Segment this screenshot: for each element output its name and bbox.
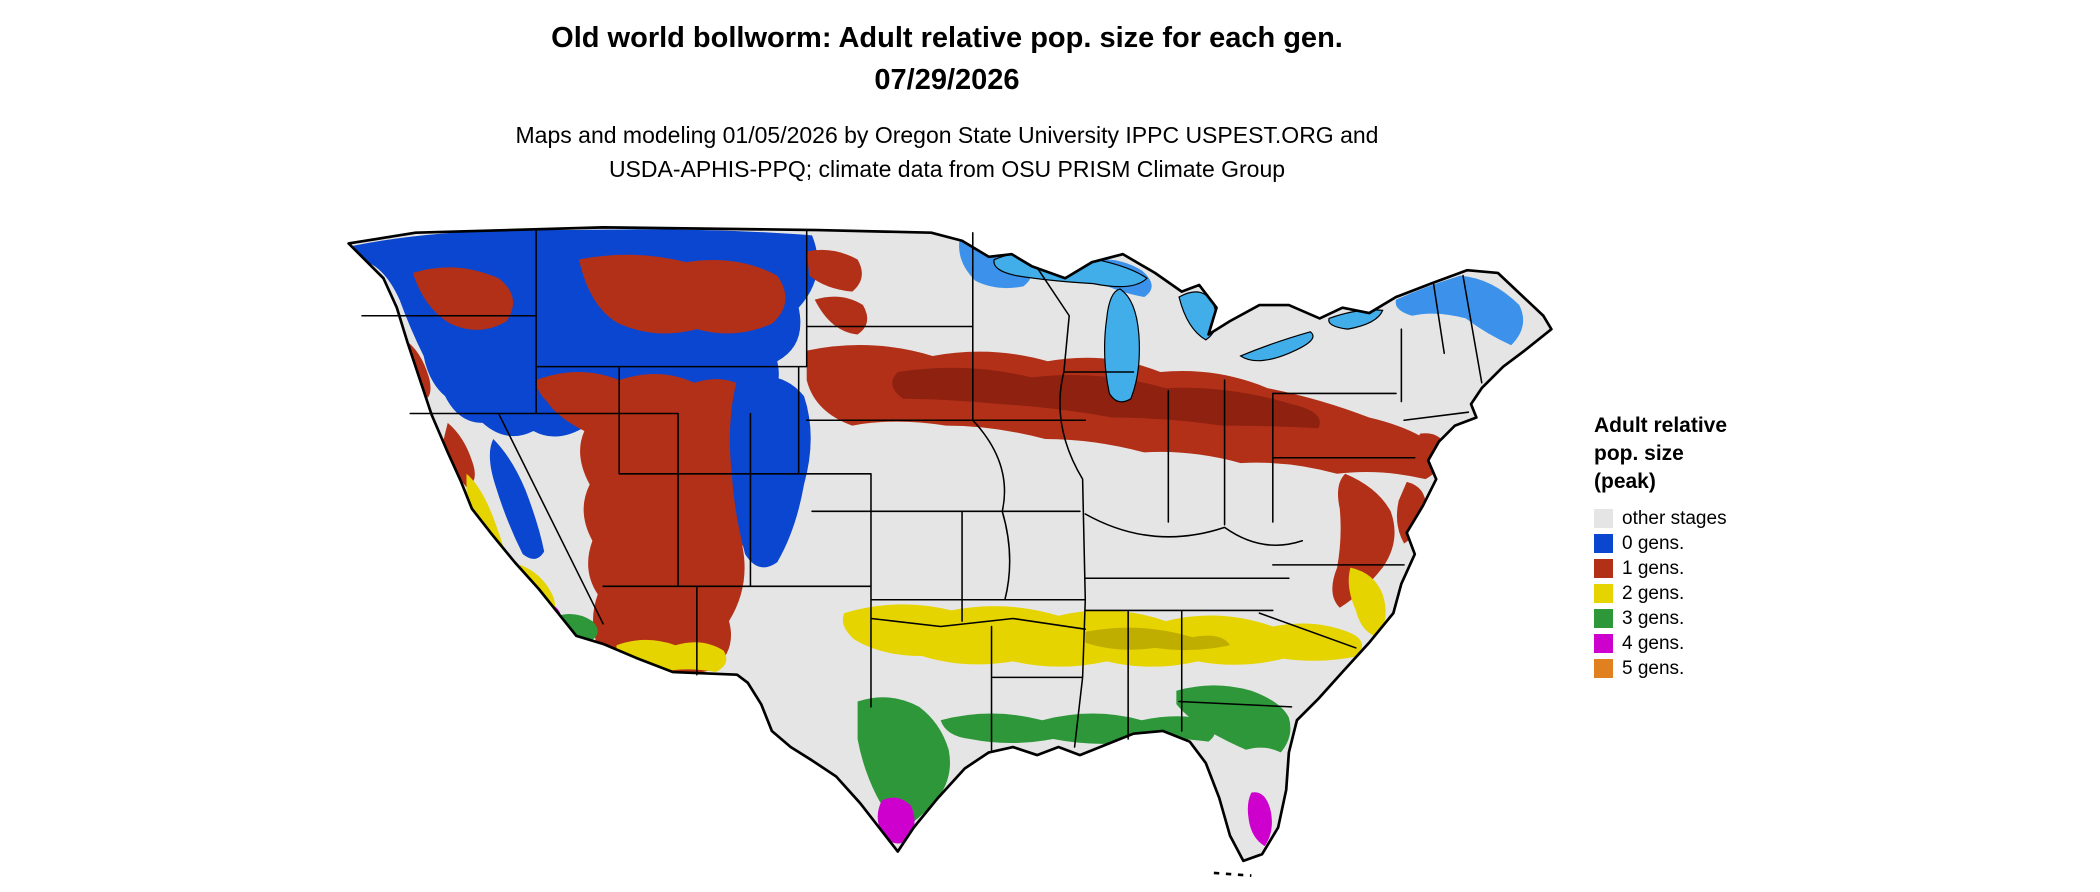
legend-swatch-other-stages [1594,509,1613,528]
zone-1gens-eastern-washington [412,267,514,330]
map-date: 07/29/2026 [874,64,1020,96]
legend-swatch-0-gens [1594,534,1613,553]
zone-1gens-black-hills [814,296,868,335]
credits-line2: USDA-APHIS-PPQ; climate data from OSU PR… [608,156,1286,182]
zone-1gens-north-dakota [806,249,862,292]
legend-title: Adult relative pop. size (peak) [1594,412,1824,496]
zone-1gens-california-coast-range [442,422,475,488]
zone-4gens-south-texas-tip [877,797,915,844]
zone-0gens-sierra-nevada [489,438,545,559]
legend-label-4-gens: 4 gens. [1622,632,1685,654]
zone-3gens-southern-california [557,613,598,640]
zone-1gens-band-core [892,367,1320,429]
zone-2gens-band-core [1085,627,1230,651]
legend-row-2-gens: 2 gens. [1594,581,1824,606]
zone-1gens-new-jersey [1396,481,1426,544]
lake-michigan [1103,288,1140,403]
legend-row-4-gens: 4 gens. [1594,631,1824,656]
zone-3gens-south-texas [857,697,951,828]
legend-label-other-stages: other stages [1622,507,1727,529]
zone-1gens-appalachians [1332,473,1395,608]
us-map [347,226,1553,877]
legend-swatch-4-gens [1594,634,1613,653]
legend-row-3-gens: 3 gens. [1594,606,1824,631]
legend-rows: other stages 0 gens. 1 gens. 2 gens. 3 g… [1594,506,1824,681]
legend-swatch-1-gens [1594,559,1613,578]
legend-row-other-stages: other stages [1594,506,1824,531]
legend-title-line3: (peak) [1594,470,1656,493]
legend-swatch-2-gens [1594,584,1613,603]
state-borders [361,229,1483,751]
legend-label-5-gens: 5 gens. [1622,657,1685,679]
zone-1gens-montana [578,254,786,334]
zone-1gens-great-basin [536,372,760,674]
us-outline [347,226,1553,863]
florida-keys [1213,871,1252,877]
legend-title-line2: pop. size [1594,442,1684,465]
legend-row-5-gens: 5 gens. [1594,656,1824,681]
zone-0gens-new-england [1395,275,1524,346]
legend-label-3-gens: 3 gens. [1622,607,1685,629]
legend-label-1-gens: 1 gens. [1622,557,1685,579]
legend-label-0-gens: 0 gens. [1622,532,1685,554]
legend-title-line1: Adult relative [1594,414,1728,437]
legend-label-2-gens: 2 gens. [1622,582,1685,604]
legend-row-1-gens: 1 gens. [1594,556,1824,581]
zone-2gens-carolina-coast [1348,567,1386,638]
map-title: Old world bollworm: Adult relative pop. … [551,22,1343,54]
credits-line1: Maps and modeling 01/05/2026 by Oregon S… [515,122,1379,148]
legend-swatch-3-gens [1594,609,1613,628]
legend: Adult relative pop. size (peak) other st… [1594,412,1824,681]
lake-erie [1239,331,1314,362]
zone-4gens-south-florida [1247,792,1272,847]
legend-swatch-5-gens [1594,659,1613,678]
legend-row-0-gens: 0 gens. [1594,531,1824,556]
